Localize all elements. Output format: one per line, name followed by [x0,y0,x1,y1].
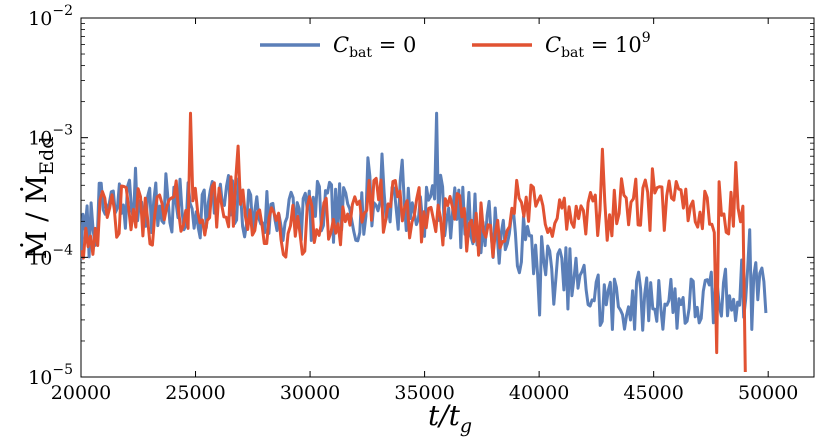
legend-label: Cbat = 109 [545,30,651,61]
x-axis: 20000 25000 30000 35000 40000 45000 50000 [51,18,798,404]
series-layer [81,111,768,373]
x-tick-label: 45000 [623,382,683,404]
x-tick-label: 20000 [51,382,111,404]
x-tick-label: 40000 [509,382,569,404]
x-tick-label: 30000 [280,382,340,404]
y-tick-label: 10−2 [28,3,73,30]
y-tick-label: 10−3 [28,123,73,150]
y-axis: 10−2 10−3 10−4 10−5 [28,3,814,389]
x-tick-label: 35000 [394,382,454,404]
x-axis-label: t/tg [428,399,472,437]
legend: Cbat = 0 Cbat = 109 [260,30,651,61]
x-tick-label: 25000 [165,382,225,404]
series-line-cbat-1e9 [81,111,747,373]
y-tick-label: 10−5 [28,362,73,389]
svg-text:Ṁ / ṀEdd: Ṁ / ṀEdd [20,137,58,260]
legend-label: Cbat = 0 [333,33,416,61]
y-tick-label: 10−4 [28,242,73,269]
x-tick-label: 50000 [738,382,798,404]
y-axis-label: Ṁ / ṀEdd [20,137,58,260]
